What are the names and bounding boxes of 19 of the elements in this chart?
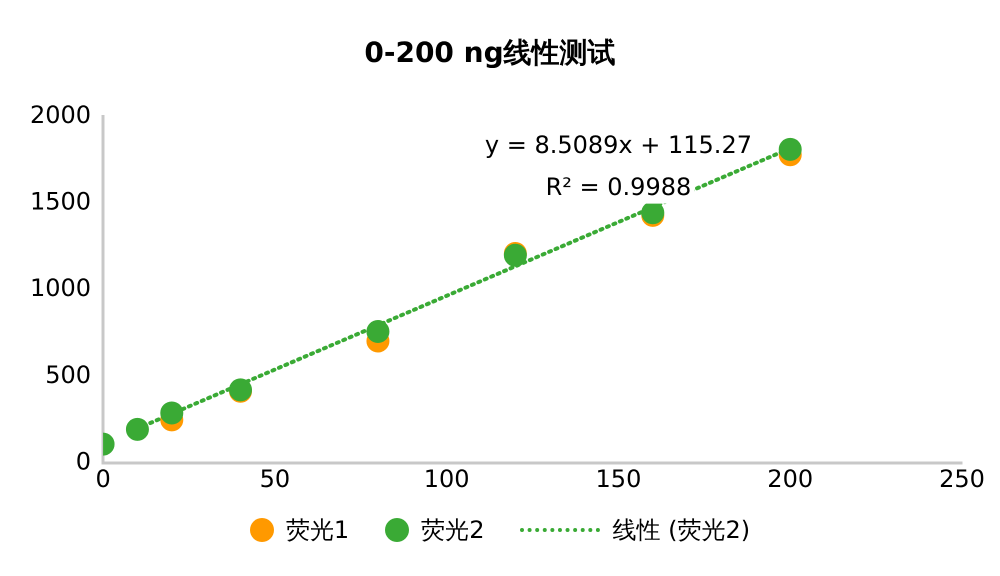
y-tick-label: 1500 (30, 187, 92, 216)
y-tick-label: 500 (45, 360, 92, 389)
x-tick-label: 150 (596, 464, 642, 493)
x-tick-label: 250 (939, 464, 985, 493)
legend-label: 荧光1 (286, 515, 350, 546)
x-tick-label: 100 (424, 464, 470, 493)
annotation: R² = 0.9988 (546, 172, 692, 201)
annotation: y = 8.5089x + 115.27 (484, 130, 752, 159)
legend-label: 荧光2 (421, 515, 484, 546)
legend-label: 线性 (荧光2) (612, 515, 750, 546)
point (126, 418, 149, 441)
y-tick-label: 0 (76, 447, 92, 476)
y-tick-label: 2000 (30, 100, 92, 129)
y-tick-label: 1000 (30, 274, 92, 302)
point (778, 138, 802, 161)
chart-title: 0-200 ng线性测试 (364, 36, 616, 70)
x-tick-label: 0 (95, 464, 111, 493)
x-tick-label: 50 (260, 464, 290, 493)
x-tick-label: 200 (767, 464, 814, 493)
